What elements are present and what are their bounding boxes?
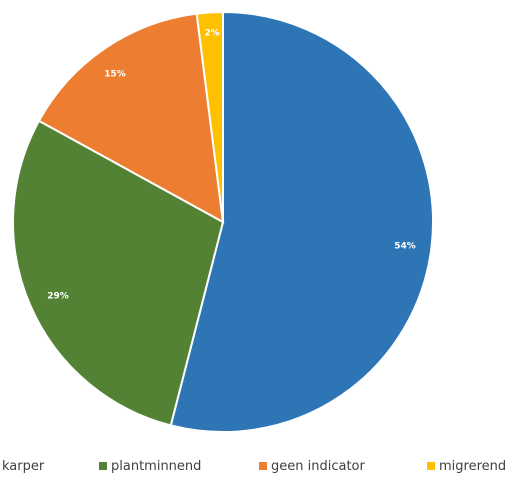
pie-data-labels: 54% 29% 15% 2% xyxy=(47,29,416,302)
data-label-brasem-karper: 54% xyxy=(394,242,416,252)
pie-slice-plantminnend xyxy=(12,119,225,427)
chart-legend: karper plantminnend geen indicator migreren… xyxy=(2,459,506,474)
pie-slice-migrerend xyxy=(195,10,224,223)
pie-slice-geen-indicator xyxy=(37,12,225,224)
legend-entry-brasem-karper: karper xyxy=(2,459,45,474)
data-label-migrerend: 2% xyxy=(204,29,219,39)
data-label-geen-indicator: 15% xyxy=(104,70,126,80)
legend-entry-migrerend: migrerend xyxy=(439,459,506,474)
legend-swatch-geen-indicator xyxy=(259,462,267,470)
legend-entry-geen-indicator: geen indicator xyxy=(271,459,365,474)
legend-entry-plantminnend: plantminnend xyxy=(111,459,201,474)
legend-swatch-plantminnend xyxy=(99,462,107,470)
legend-swatch-migrerend xyxy=(427,462,435,470)
pie-slice-brasem-karper xyxy=(169,10,434,433)
pie-slices xyxy=(12,10,434,433)
data-label-plantminnend: 29% xyxy=(47,292,69,302)
